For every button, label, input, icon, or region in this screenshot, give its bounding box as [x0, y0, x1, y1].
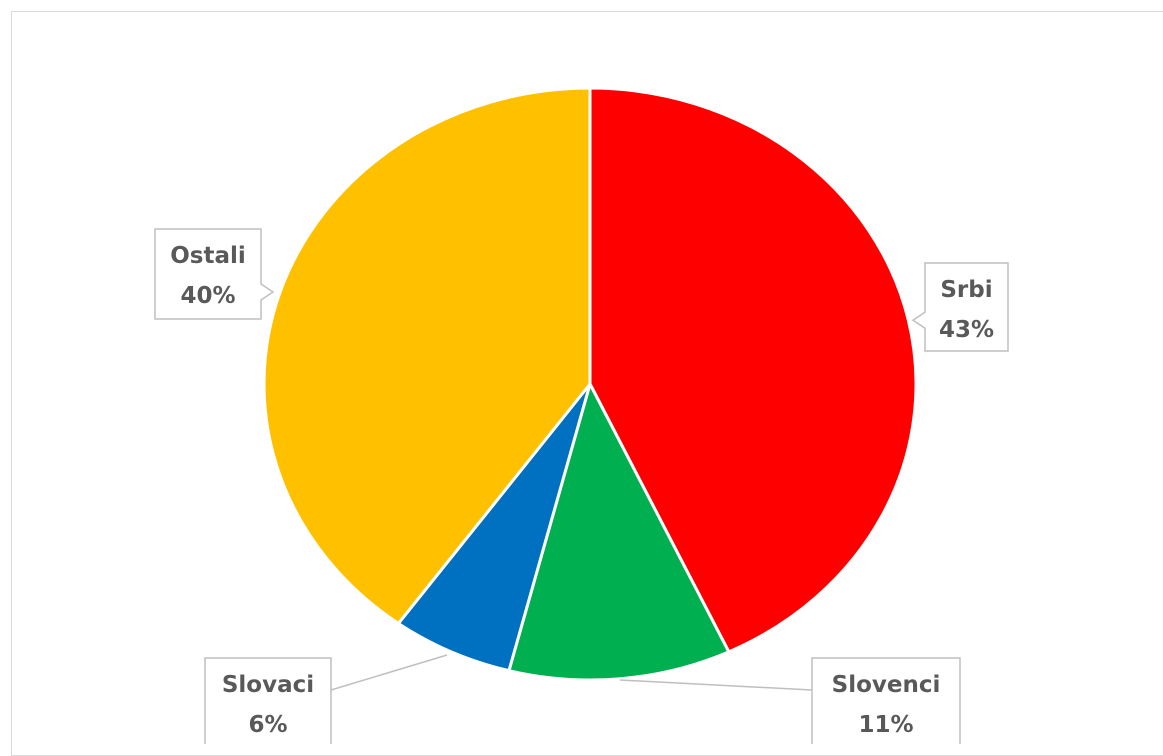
data-label-box-srbi — [911, 262, 1009, 352]
data-label-box-slovenci — [811, 657, 961, 744]
data-label-category-ostali: Ostali — [170, 243, 246, 269]
data-label-category-slovaci: Slovaci — [222, 672, 314, 698]
data-label-percent-srbi: 43% — [939, 317, 994, 343]
data-label-box-slovaci — [204, 657, 332, 744]
data-labels: Srbi 43% Slovenci 11% Slovaci 6% Ostali 40% — [154, 228, 1009, 744]
data-label-box-ostali — [154, 228, 275, 320]
data-label-category-slovenci: Slovenci — [832, 672, 941, 698]
pie-slice-ostali — [262, 86, 592, 625]
pie-slice-slovaci — [396, 382, 592, 673]
data-label-category-srbi: Srbi — [940, 277, 992, 303]
pie-slice-srbi — [588, 86, 918, 654]
data-label-percent-slovaci: 6% — [248, 712, 287, 738]
pie-slice-slovenci — [507, 382, 731, 682]
leader-line-slovenci — [619, 679, 813, 691]
pie-slices — [262, 86, 918, 682]
leader-lines — [330, 654, 813, 691]
data-label-percent-slovenci: 11% — [858, 712, 913, 738]
leader-line-slovaci — [330, 654, 448, 691]
data-label-percent-ostali: 40% — [180, 283, 235, 309]
